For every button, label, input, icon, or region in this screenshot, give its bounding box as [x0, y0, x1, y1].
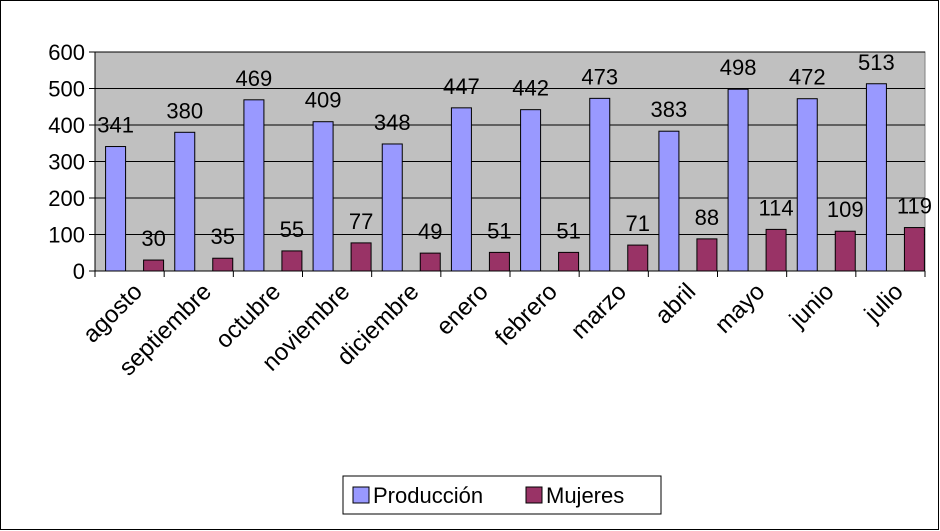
- y-tick-label: 300: [48, 150, 85, 175]
- bar-produccion-abril: [658, 130, 680, 272]
- data-label: 472: [789, 65, 826, 90]
- legend-swatch: [525, 486, 543, 504]
- data-label: 30: [141, 226, 165, 251]
- bar-mujeres-octubre: [281, 250, 303, 272]
- bar-mujeres-agosto: [143, 259, 165, 272]
- data-labels: 341 30 380 35 469 55 409 77 348 49 447 51 442 51 473 71…: [97, 50, 932, 251]
- legend-label: Mujeres: [546, 483, 624, 508]
- bar-mujeres-noviembre: [350, 242, 372, 272]
- bar-mujeres-abril: [696, 238, 718, 272]
- y-tick-label: 200: [48, 186, 85, 211]
- data-label: 473: [581, 64, 618, 89]
- data-label: 469: [236, 66, 273, 91]
- bar-mujeres-diciembre: [419, 252, 441, 272]
- y-tick-label: 400: [48, 113, 85, 138]
- y-tick-label: 100: [48, 223, 85, 248]
- data-label: 77: [349, 209, 373, 234]
- data-label: 383: [651, 97, 688, 122]
- data-label: 513: [858, 50, 895, 75]
- bar-produccion-julio: [865, 83, 887, 272]
- data-label: 498: [720, 55, 757, 80]
- bar-produccion-octubre: [243, 99, 265, 272]
- bar-mujeres-enero: [488, 251, 510, 272]
- data-label: 442: [512, 76, 549, 101]
- data-label: 109: [827, 197, 864, 222]
- data-label: 88: [695, 205, 719, 230]
- bar-produccion-enero: [450, 107, 472, 272]
- legend-swatch: [352, 486, 370, 504]
- bar-produccion-febrero: [520, 109, 542, 272]
- bar-mujeres-febrero: [558, 251, 580, 272]
- bar-produccion-mayo: [727, 88, 749, 272]
- bar-mujeres-marzo: [627, 244, 649, 272]
- data-label: 341: [97, 113, 134, 138]
- data-label: 119: [897, 194, 932, 219]
- data-label: 55: [280, 217, 304, 242]
- bar-produccion-junio: [796, 98, 818, 272]
- y-tick-label: 500: [48, 77, 85, 102]
- bar-mujeres-mayo: [765, 228, 787, 272]
- bar-produccion-marzo: [589, 97, 611, 272]
- bar-produccion-septiembre: [174, 131, 196, 272]
- data-label: 447: [443, 74, 480, 99]
- bar-mujeres-septiembre: [212, 257, 234, 272]
- bar-mujeres-julio: [903, 227, 925, 272]
- legend-label: Producción: [373, 483, 483, 508]
- legend-box: [342, 475, 662, 515]
- data-label: 114: [759, 195, 794, 220]
- y-tick-label: 0: [73, 259, 85, 284]
- data-label: 51: [556, 218, 580, 243]
- data-label: 49: [418, 219, 442, 244]
- bars: [105, 83, 925, 272]
- y-axis: 0 100 200 300 400 500 600: [48, 40, 96, 284]
- gridlines: [95, 51, 925, 235]
- bar-produccion-agosto: [105, 146, 127, 272]
- data-label: 409: [305, 88, 342, 113]
- bar-mujeres-junio: [834, 230, 856, 272]
- data-label: 348: [374, 110, 411, 135]
- y-tick-label: 600: [48, 40, 85, 65]
- data-label: 51: [487, 218, 511, 243]
- data-label: 380: [166, 98, 203, 123]
- bar-produccion-noviembre: [312, 121, 334, 272]
- bar-produccion-diciembre: [381, 143, 403, 272]
- data-label: 35: [211, 224, 235, 249]
- data-label: 71: [626, 211, 650, 236]
- legend: Producción Mujeres: [342, 475, 662, 515]
